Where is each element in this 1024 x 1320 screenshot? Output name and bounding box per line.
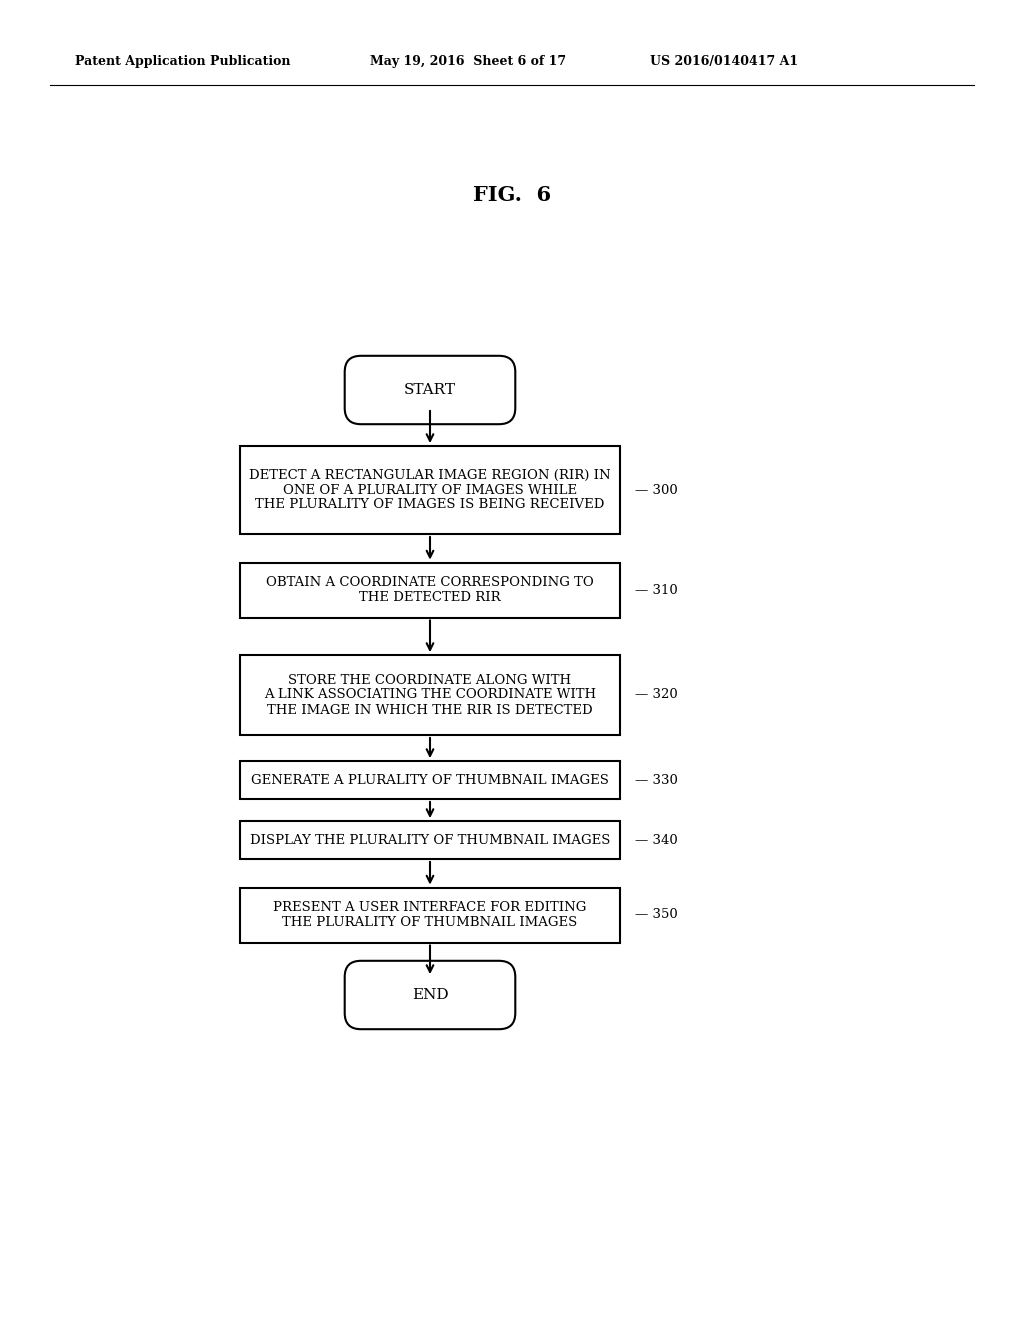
Text: DETECT A RECTANGULAR IMAGE REGION (RIR) IN
ONE OF A PLURALITY OF IMAGES WHILE
TH: DETECT A RECTANGULAR IMAGE REGION (RIR) … [249,469,610,511]
Text: END: END [412,987,449,1002]
Bar [240,821,620,859]
FancyBboxPatch shape [345,356,515,424]
Text: — 320: — 320 [635,689,678,701]
Text: — 350: — 350 [635,908,678,921]
Bar [240,446,620,535]
Text: DISPLAY THE PLURALITY OF THUMBNAIL IMAGES: DISPLAY THE PLURALITY OF THUMBNAIL IMAGE… [250,833,610,846]
Text: GENERATE A PLURALITY OF THUMBNAIL IMAGES: GENERATE A PLURALITY OF THUMBNAIL IMAGES [251,774,609,787]
Text: May 19, 2016  Sheet 6 of 17: May 19, 2016 Sheet 6 of 17 [370,55,566,69]
Text: — 340: — 340 [635,833,678,846]
Text: PRESENT A USER INTERFACE FOR EDITING
THE PLURALITY OF THUMBNAIL IMAGES: PRESENT A USER INTERFACE FOR EDITING THE… [273,902,587,929]
Text: OBTAIN A COORDINATE CORRESPONDING TO
THE DETECTED RIR: OBTAIN A COORDINATE CORRESPONDING TO THE… [266,576,594,605]
Text: STORE THE COORDINATE ALONG WITH
A LINK ASSOCIATING THE COORDINATE WITH
THE IMAGE: STORE THE COORDINATE ALONG WITH A LINK A… [264,673,596,717]
Text: US 2016/0140417 A1: US 2016/0140417 A1 [650,55,798,69]
Text: FIG.  6: FIG. 6 [473,185,551,205]
Text: Patent Application Publication: Patent Application Publication [75,55,291,69]
Text: — 330: — 330 [635,774,678,787]
Text: — 300: — 300 [635,483,678,496]
Text: START: START [404,383,456,397]
Bar [240,655,620,735]
Text: — 310: — 310 [635,583,678,597]
Bar [240,887,620,942]
Bar [240,762,620,799]
FancyBboxPatch shape [345,961,515,1030]
Bar [240,562,620,618]
